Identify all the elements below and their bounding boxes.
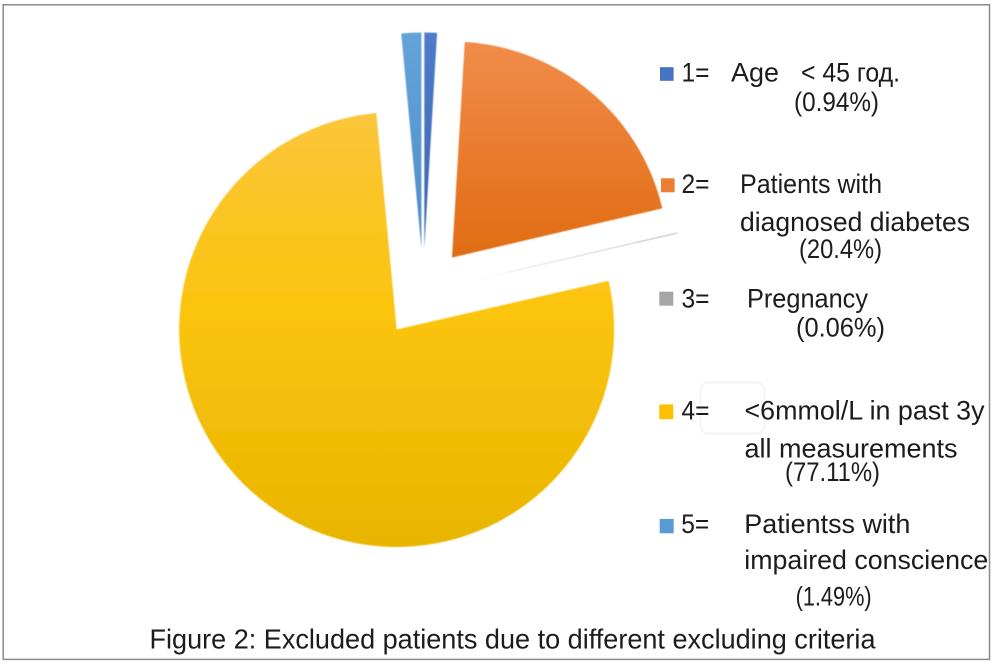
svg-text:(0.94%): (0.94%)	[794, 87, 879, 117]
svg-text:(1.49%): (1.49%)	[796, 582, 872, 612]
svg-text:all measurements: all measurements	[745, 434, 958, 464]
svg-text:Patientss with: Patientss with	[744, 509, 910, 539]
svg-text:Patients with: Patients with	[740, 169, 882, 199]
svg-text:2=: 2=	[682, 169, 710, 199]
svg-text:<6mmol/L in past 3y: <6mmol/L in past 3y	[745, 395, 985, 425]
svg-text:< 45 год.: < 45 год.	[801, 58, 900, 88]
svg-text:Figure 2: Excluded patients du: Figure 2: Excluded patients due to diffe…	[150, 624, 877, 655]
svg-text:5=: 5=	[681, 509, 709, 539]
svg-text:Age: Age	[731, 58, 779, 88]
svg-text:3=: 3=	[682, 284, 710, 314]
svg-text:(77.11%): (77.11%)	[785, 457, 880, 487]
svg-text:4=: 4=	[682, 395, 710, 425]
svg-text:(20.4%): (20.4%)	[799, 234, 882, 264]
svg-text:diagnosed diabetes: diagnosed diabetes	[740, 207, 970, 237]
svg-text:(0.06%): (0.06%)	[796, 312, 885, 342]
svg-text:Pregnancy: Pregnancy	[747, 284, 868, 314]
svg-text:1=: 1=	[682, 58, 710, 88]
svg-text:impaired conscience: impaired conscience	[744, 545, 988, 575]
